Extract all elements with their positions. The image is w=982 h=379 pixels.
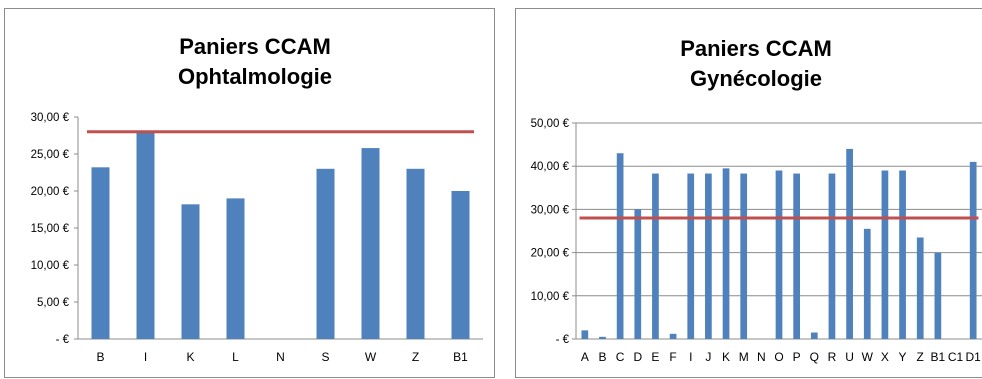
x-tick-label: A <box>581 350 589 364</box>
x-tick-label: D <box>633 350 642 364</box>
x-tick-label: Y <box>899 350 907 364</box>
chart-panel-ophtalmologie: Paniers CCAM Ophtalmologie - € 5,00 € 10,0… <box>4 8 495 378</box>
x-tick-label: P <box>793 350 801 364</box>
x-tick-label: B <box>598 350 606 364</box>
bar-k <box>181 204 200 339</box>
bar-e <box>652 173 659 339</box>
bar-i <box>136 131 155 339</box>
bar-b <box>599 336 606 339</box>
bar-x <box>881 170 889 339</box>
chart-subtitle: Ophtalmologie <box>178 64 332 89</box>
y-tick-label: - € <box>556 334 570 346</box>
x-tick-label: B1 <box>931 350 946 364</box>
x-tick-label: S <box>321 350 329 364</box>
x-tick-label: B1 <box>453 350 468 364</box>
bar-y <box>899 170 906 339</box>
bar-w <box>863 228 871 339</box>
bar-w <box>361 148 380 339</box>
x-tick-label: D1 <box>966 350 982 364</box>
chart-panel-gynecologie: Paniers CCAM Gynécologie - € 10,00 € 20,00… <box>515 8 982 378</box>
y-tick-label: 20,00 € <box>531 248 570 260</box>
bar-f <box>669 333 677 339</box>
y-tick-label: 50,00 € <box>531 118 570 130</box>
bar-q <box>810 332 818 339</box>
y-tick-label: 30,00 € <box>31 112 70 124</box>
x-tick-label: X <box>881 350 889 364</box>
x-tick-label: C <box>616 350 625 364</box>
x-tick-label: N <box>757 350 766 364</box>
bar-z <box>406 168 425 339</box>
y-tick-label: 20,00 € <box>31 186 70 198</box>
bar-z <box>916 237 924 339</box>
x-tick-label: B <box>96 350 104 364</box>
x-tick-label: U <box>845 350 854 364</box>
y-tick-label: 25,00 € <box>31 149 70 161</box>
bar-a <box>581 330 589 339</box>
x-tick-label: O <box>774 350 783 364</box>
bar-d1 <box>969 161 977 339</box>
chart-title: Paniers CCAM <box>179 34 331 59</box>
bar-d <box>634 209 642 339</box>
x-tick-label: E <box>651 350 659 364</box>
x-tick-label: R <box>828 350 837 364</box>
bar-c <box>616 153 624 339</box>
x-tick-label: K <box>186 350 194 364</box>
bar-r <box>828 173 836 339</box>
bar-k <box>722 168 730 339</box>
chart-ophtalmologie: Paniers CCAM Ophtalmologie - € 5,00 € 10,0… <box>31 34 483 364</box>
y-tick-label: 10,00 € <box>31 260 70 272</box>
chart-title: Paniers CCAM <box>680 36 832 61</box>
x-tick-label: K <box>722 350 730 364</box>
y-tick-label: 30,00 € <box>531 204 570 216</box>
bar-i <box>687 173 695 339</box>
bar-p <box>793 173 801 339</box>
x-tick-label: Q <box>810 350 819 364</box>
x-tick-label: N <box>276 350 285 364</box>
bar-o <box>775 170 783 339</box>
x-tick-label: L <box>232 350 239 364</box>
bar-u <box>846 148 853 339</box>
x-tick-label: C1 <box>948 350 964 364</box>
bar-b <box>91 167 110 339</box>
x-tick-label: I <box>689 350 692 364</box>
x-tick-label: Z <box>917 350 924 364</box>
bar-m <box>740 173 748 339</box>
x-tick-label: W <box>862 350 874 364</box>
bar-b1 <box>451 191 470 339</box>
x-tick-label: F <box>669 350 676 364</box>
chart-subtitle: Gynécologie <box>690 66 822 91</box>
y-tick-label: 5,00 € <box>37 297 70 309</box>
bar-j <box>705 173 712 339</box>
chart-gynecologie: Paniers CCAM Gynécologie - € 10,00 € 20,00… <box>531 36 982 364</box>
bar-b1 <box>934 252 942 339</box>
x-tick-label: Z <box>412 350 419 364</box>
y-tick-label: 10,00 € <box>531 291 570 303</box>
y-tick-label: - € <box>56 334 70 346</box>
bar-l <box>226 198 245 339</box>
y-tick-label: 40,00 € <box>531 161 570 173</box>
x-tick-label: I <box>144 350 147 364</box>
x-tick-label: M <box>739 350 749 364</box>
y-tick-label: 15,00 € <box>31 223 70 235</box>
x-tick-label: W <box>365 350 377 364</box>
x-tick-label: J <box>705 350 711 364</box>
bar-s <box>316 168 335 339</box>
